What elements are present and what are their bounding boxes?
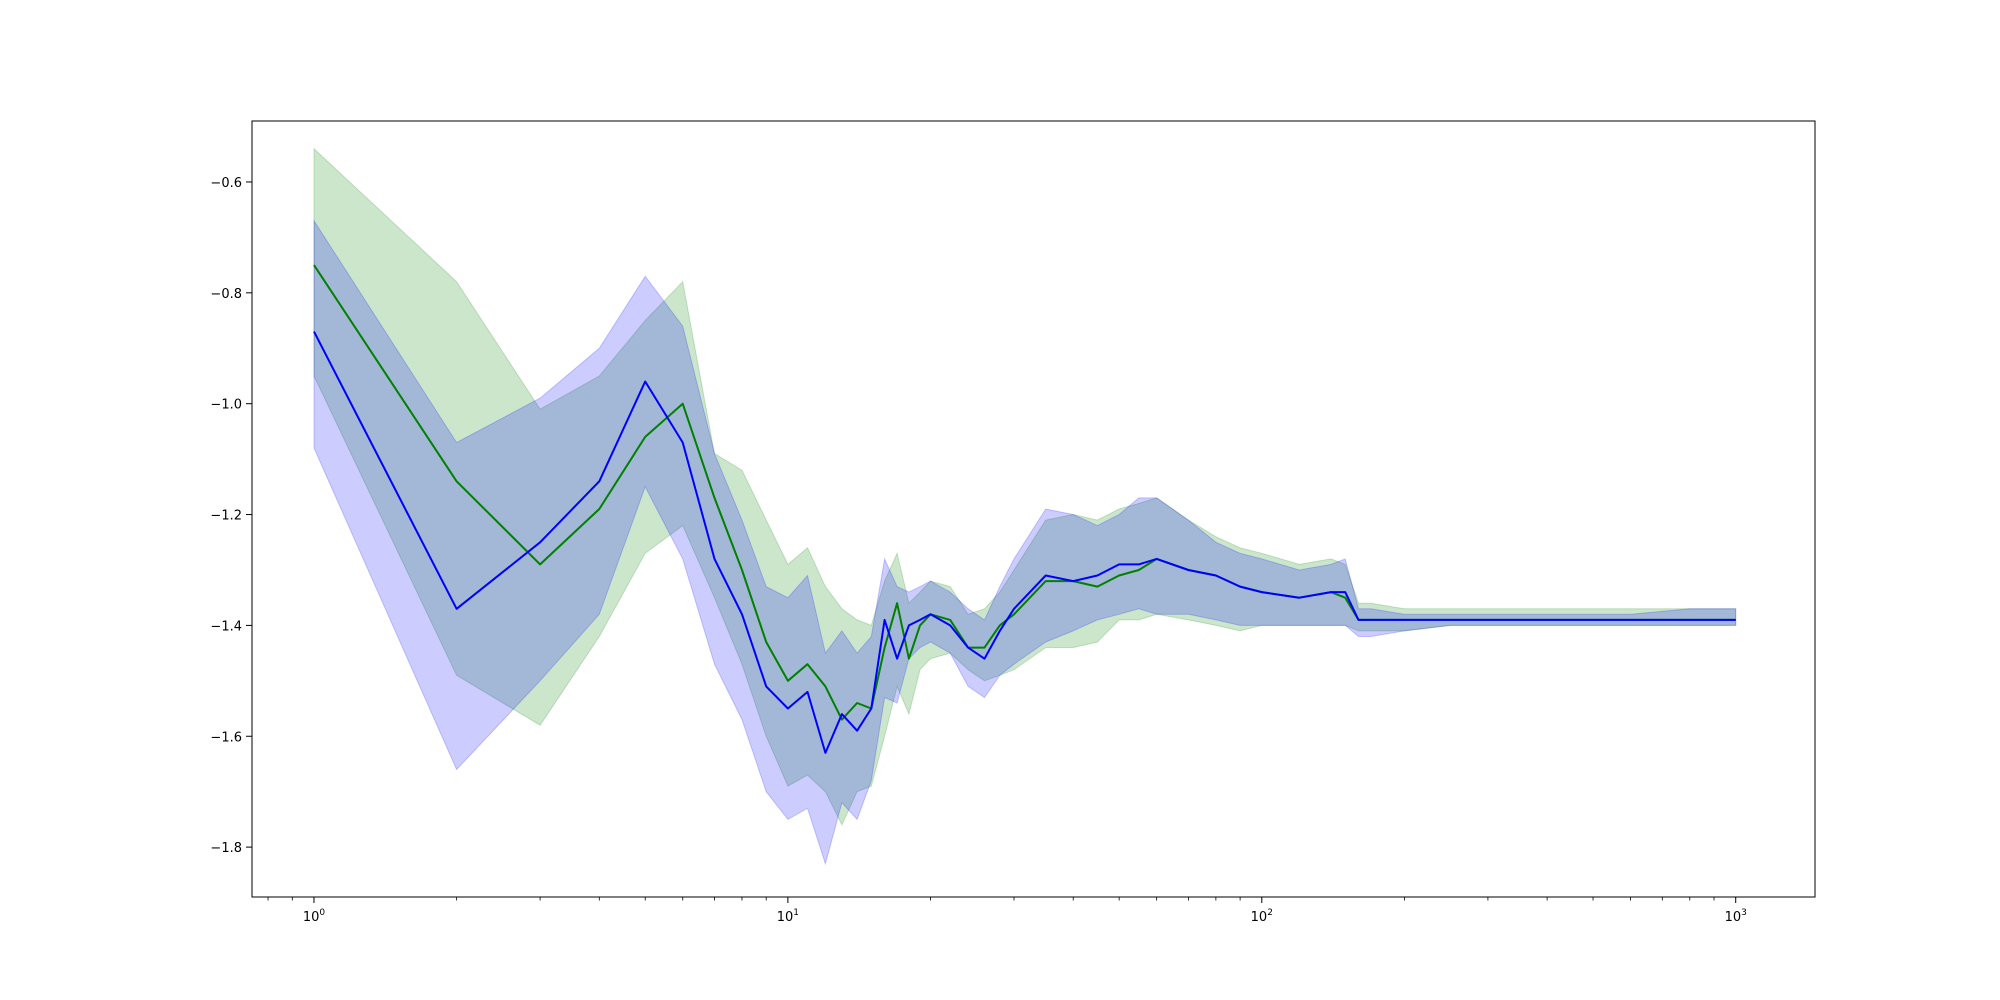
y-tick-label: −1.6: [210, 730, 242, 745]
y-axis: −0.6 −0.8 −1.0 −1.2 −1.4 −1.6 −1.8: [210, 176, 252, 856]
x-axis: 100 101 102 103: [267, 897, 1747, 925]
y-tick-label: −1.2: [210, 509, 242, 524]
series-2-line: [313, 331, 1736, 754]
series-lines: [313, 264, 1736, 754]
y-tick-label: −1.4: [210, 619, 242, 634]
x-tick-label: 100: [303, 908, 326, 925]
y-tick-label: −0.8: [210, 287, 242, 302]
confidence-bands: [313, 147, 1737, 866]
series-2-band: [313, 219, 1737, 866]
y-tick-label: −1.8: [210, 841, 242, 856]
x-tick-label: 102: [1251, 908, 1273, 925]
y-tick-label: −0.6: [210, 176, 242, 191]
series-1-band: [313, 147, 1737, 827]
x-tick-label: 103: [1725, 908, 1747, 925]
x-tick-label: 101: [777, 908, 799, 925]
plot-frame: [251, 120, 1816, 898]
y-tick-label: −1.0: [210, 398, 242, 413]
